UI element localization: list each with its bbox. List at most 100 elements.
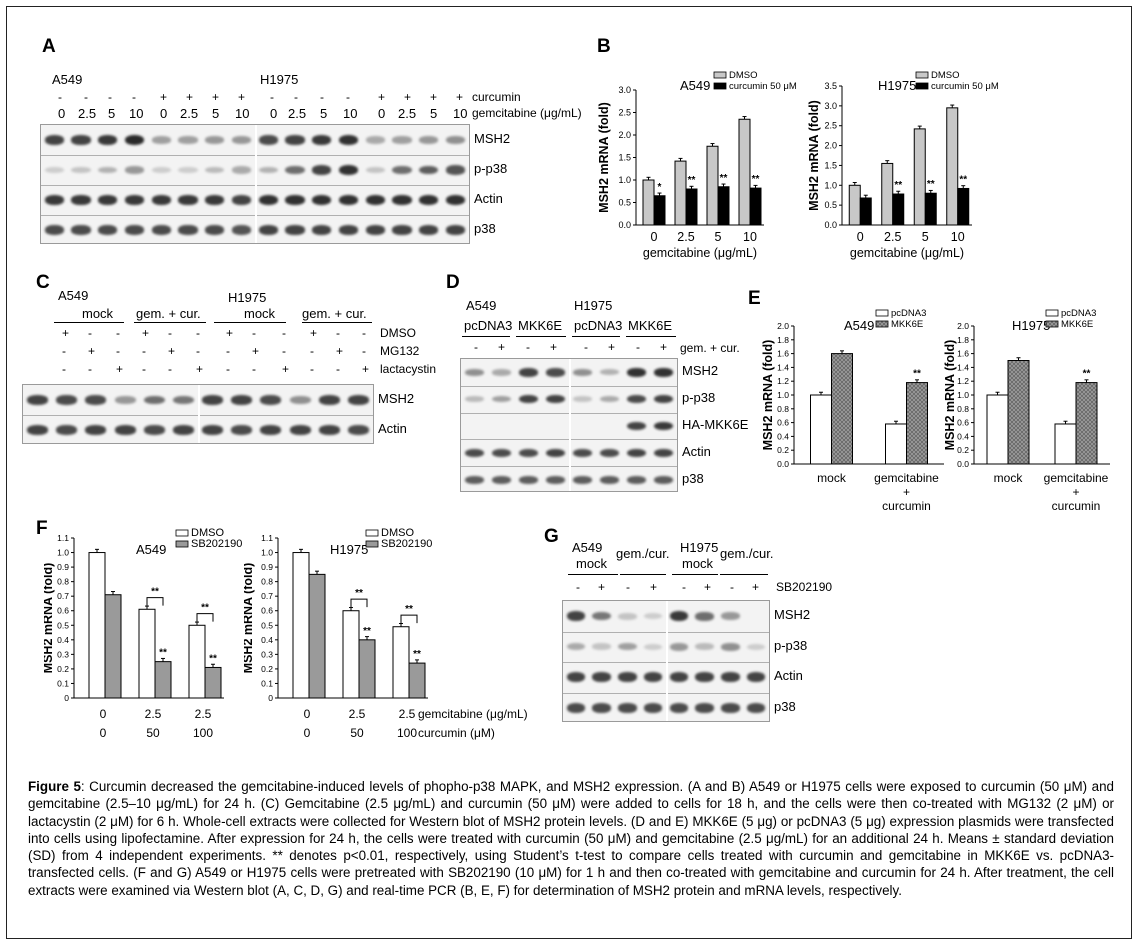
blot-band [285, 135, 305, 145]
y-tick-label: 0.8 [57, 577, 69, 587]
blot-band [392, 136, 412, 144]
treatment-sign: - [62, 344, 66, 358]
significance-label: ** [959, 174, 967, 185]
blot-band [85, 395, 107, 405]
treatment-sign: - [116, 344, 120, 358]
panel-g-cell-h1975: H1975 [680, 540, 719, 555]
blot-band [592, 643, 611, 651]
curcumin-sign: - [346, 90, 350, 104]
significance-bracket [196, 613, 214, 622]
significance-label: ** [355, 588, 363, 599]
group-underline [626, 336, 676, 337]
panel-g-cell-a549: A549 [572, 540, 603, 555]
blot-band [44, 135, 64, 145]
y-tick-label: 0.5 [618, 198, 631, 208]
blot-label-p-p38: p-p38 [474, 161, 508, 176]
panel-d-cell-a549: A549 [466, 298, 497, 313]
y-tick-label: 0.2 [261, 664, 273, 674]
blot-label-p38: p38 [682, 470, 704, 486]
curcumin-sign: + [238, 90, 246, 104]
blot-band [231, 395, 253, 405]
blot-band [56, 425, 78, 435]
bar-curcumin-50-m [859, 197, 872, 226]
treatment-sign: + [168, 344, 176, 358]
panel-a-row-curcumin: curcumin [472, 90, 521, 104]
blot-band [258, 166, 278, 174]
bar-mkk6e [831, 353, 853, 465]
legend-label: curcumin 50 μM [931, 81, 999, 92]
blot-band [566, 643, 586, 651]
y-axis-label: MSH2 mRNA (fold) [943, 340, 957, 451]
blot-band [143, 395, 165, 405]
y-tick-label: 0.0 [777, 459, 789, 469]
legend-swatch [713, 82, 727, 90]
y-tick-label: 0.6 [261, 606, 273, 616]
significance-bracket [146, 597, 164, 606]
curcumin-sign: + [456, 90, 464, 104]
blot-band [124, 195, 145, 205]
blot-band [626, 475, 647, 484]
panel-g-label: G [544, 526, 559, 547]
blot-band [289, 425, 311, 435]
blot-label-p38: p38 [774, 698, 796, 714]
group-underline [302, 322, 372, 323]
y-tick-label: 1.2 [777, 376, 789, 386]
panel-d-pcdna3-h1975: pcDNA3 [574, 318, 623, 333]
y-tick-label: 0.9 [261, 562, 273, 572]
y-tick-label: 0.5 [824, 200, 837, 210]
blot-band [746, 672, 766, 683]
blot-band [365, 195, 385, 205]
y-tick-label: 1.4 [777, 362, 789, 372]
panel-g-mock-a549: mock [576, 556, 608, 571]
significance-label: ** [927, 179, 935, 190]
y-tick-label: 1.0 [824, 180, 837, 190]
blot-band [445, 195, 466, 205]
blot-band [643, 613, 663, 620]
bar-dmso [88, 552, 106, 699]
chart-title: A549 [680, 78, 710, 93]
cur-value: 0 [304, 726, 311, 740]
legend-label: DMSO [729, 70, 758, 81]
treatment-sign: + [116, 362, 124, 376]
treatment-sign: - [88, 326, 92, 340]
treatment-sign: - [196, 326, 200, 340]
blot-band [44, 166, 64, 174]
treatment-sign: - [362, 344, 366, 358]
y-tick-label: 0.8 [777, 404, 789, 414]
blot-band [491, 395, 512, 403]
gem-value: 0 [100, 707, 107, 721]
blot-band [566, 611, 586, 622]
y-tick-label: 1.5 [824, 160, 837, 170]
blot-band [445, 165, 466, 175]
blot-band [44, 225, 64, 235]
group-underline [568, 574, 618, 575]
blot-band [419, 136, 439, 144]
gemcur-sign: + [498, 340, 506, 354]
blot-band [202, 425, 224, 435]
gemcur-sign: - [474, 340, 478, 354]
gem-dose: 10 [129, 106, 144, 121]
sb202190-sign: + [598, 580, 606, 594]
y-tick-label: 0.7 [57, 591, 69, 601]
y-tick-label: 1.1 [261, 533, 273, 543]
gemcur-sign: + [608, 340, 616, 354]
blot-band [260, 395, 282, 405]
curcumin-sign: + [404, 90, 412, 104]
bar-curcumin-50-m [892, 193, 905, 226]
chart-title: A549 [844, 318, 874, 333]
blot-band [98, 135, 118, 145]
blot-band [545, 448, 566, 458]
sb202190-sign: + [752, 580, 760, 594]
blot-band [618, 612, 637, 620]
y-tick-label: 0.0 [957, 459, 969, 469]
chart-title: A549 [136, 542, 166, 557]
blot-label-msh2: MSH2 [774, 607, 811, 623]
significance-label: ** [201, 603, 209, 614]
panel-d-row-label: gem. + cur. [680, 341, 740, 355]
blot-band [572, 475, 593, 484]
blot-band [98, 195, 118, 205]
legend-label: SB202190 [381, 538, 432, 550]
y-tick-label: 0.9 [57, 562, 69, 572]
y-tick-label: 2.0 [618, 130, 631, 140]
